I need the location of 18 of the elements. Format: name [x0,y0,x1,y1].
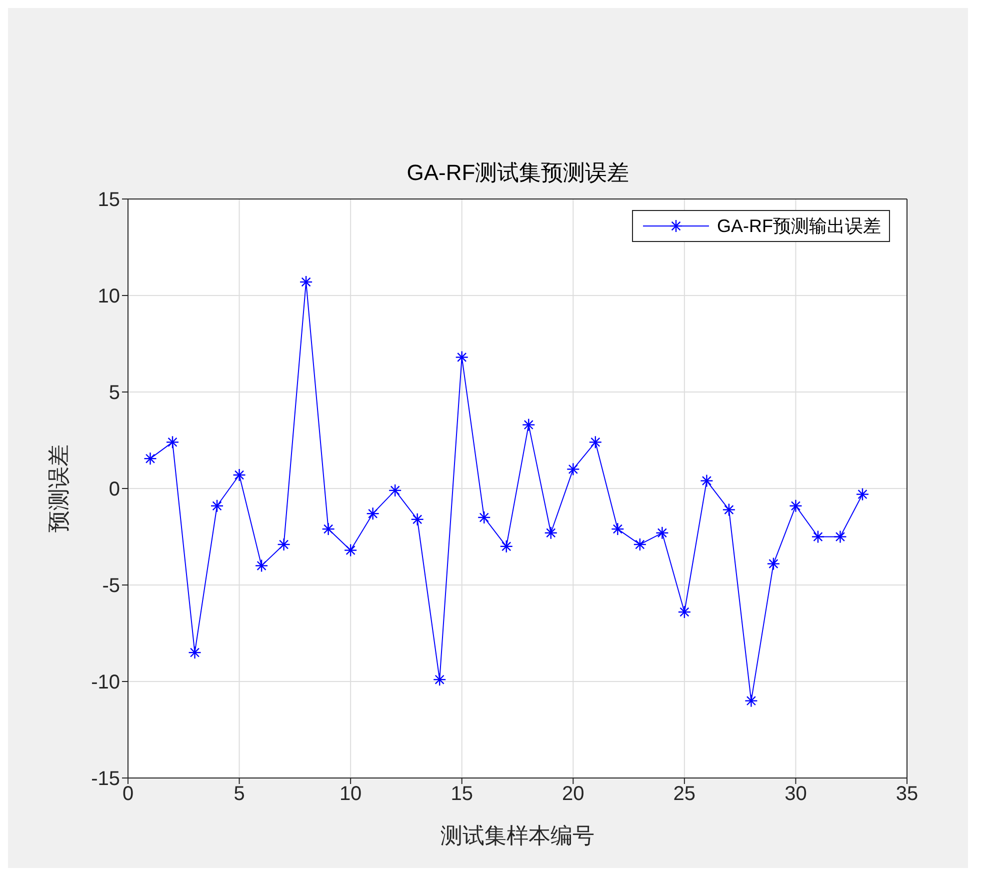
x-tick-label: 10 [339,783,362,806]
x-tick-label: 35 [896,783,918,806]
x-tick-label: 30 [784,783,807,806]
x-axis-title: 测试集样本编号 [440,823,594,848]
chart-title: GA-RF测试集预测误差 [406,159,630,187]
y-tick-label: -15 [91,768,120,790]
y-axis-title: 预测误差 [46,444,71,532]
y-tick-label: -5 [102,575,120,598]
x-tick-label: 20 [562,783,584,806]
y-tick-label: -10 [91,672,120,694]
y-tick-label: 0 [108,478,120,501]
x-tick-label: 15 [450,783,473,806]
legend-label: GA-RF预测输出误差 [717,215,881,238]
y-tick-label: 15 [98,189,120,212]
y-tick-label: 5 [108,382,120,404]
x-tick-label: 5 [234,783,245,806]
y-tick-label: 10 [98,286,120,308]
x-tick-label: 25 [673,783,696,806]
